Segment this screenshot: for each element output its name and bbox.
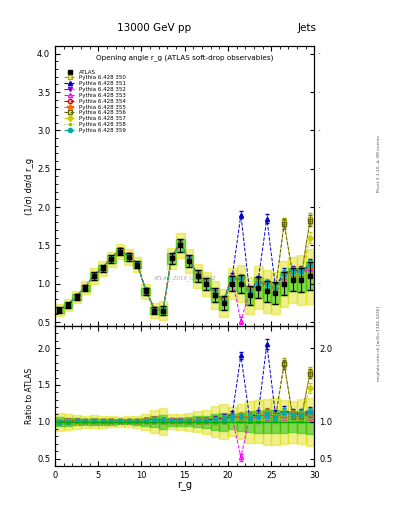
Text: Rivet 3.1.10, ≥ 3M events: Rivet 3.1.10, ≥ 3M events: [377, 135, 381, 193]
Text: Jets: Jets: [298, 24, 317, 33]
Y-axis label: (1/σ) dσ/d r_g: (1/σ) dσ/d r_g: [25, 158, 34, 215]
X-axis label: r_g: r_g: [177, 481, 192, 491]
Text: mcplots.cern.ch [arXiv:1306.3436]: mcplots.cern.ch [arXiv:1306.3436]: [377, 306, 381, 380]
Text: ATLAS_2019_I1772062: ATLAS_2019_I1772062: [153, 275, 216, 281]
Legend: ATLAS, Pythia 6.428 350, Pythia 6.428 351, Pythia 6.428 352, Pythia 6.428 353, P: ATLAS, Pythia 6.428 350, Pythia 6.428 35…: [63, 69, 127, 134]
Text: 13000 GeV pp: 13000 GeV pp: [116, 24, 191, 33]
Y-axis label: Ratio to ATLAS: Ratio to ATLAS: [25, 368, 34, 424]
Text: Opening angle r_g (ATLAS soft-drop observables): Opening angle r_g (ATLAS soft-drop obser…: [96, 54, 274, 61]
